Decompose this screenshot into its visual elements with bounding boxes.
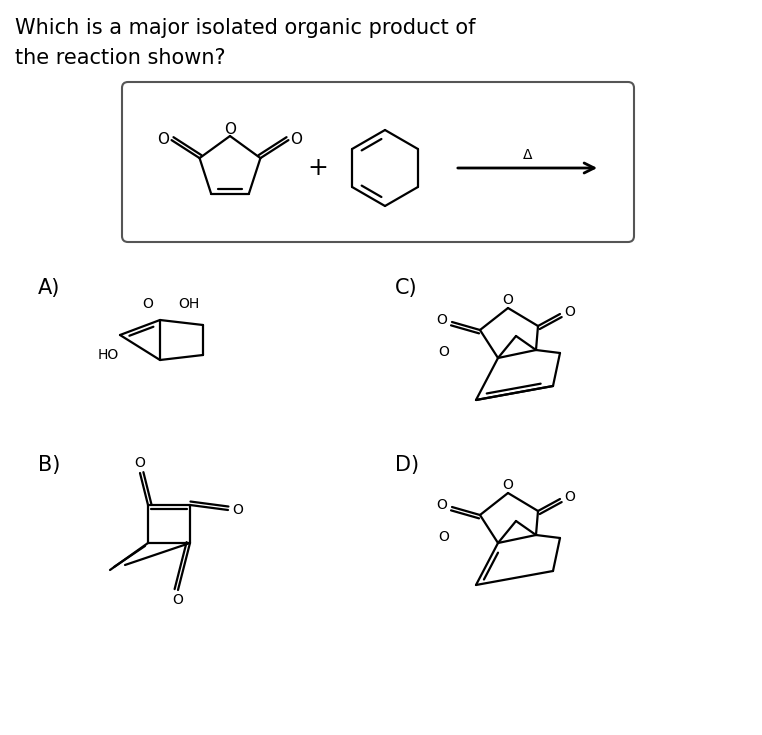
- Text: O: O: [503, 293, 514, 307]
- Text: O: O: [290, 132, 303, 146]
- Text: Δ: Δ: [523, 148, 532, 162]
- Text: O: O: [565, 305, 575, 319]
- Text: O: O: [224, 121, 236, 137]
- Text: O: O: [142, 297, 153, 311]
- Text: O: O: [158, 132, 170, 146]
- FancyBboxPatch shape: [122, 82, 634, 242]
- Text: O: O: [503, 478, 514, 492]
- Text: Which is a major isolated organic product of: Which is a major isolated organic produc…: [15, 18, 475, 38]
- Text: O: O: [135, 456, 146, 470]
- Text: O: O: [439, 530, 450, 544]
- Text: O: O: [232, 503, 243, 517]
- Text: C): C): [395, 278, 418, 298]
- Text: O: O: [565, 490, 575, 504]
- Text: O: O: [437, 313, 447, 327]
- Text: +: +: [308, 156, 328, 180]
- Text: O: O: [439, 345, 450, 359]
- Text: B): B): [38, 455, 60, 475]
- Text: A): A): [38, 278, 60, 298]
- Text: O: O: [437, 498, 447, 512]
- Text: HO: HO: [98, 348, 119, 362]
- Text: OH: OH: [178, 297, 199, 311]
- Text: O: O: [172, 593, 184, 607]
- Text: the reaction shown?: the reaction shown?: [15, 48, 226, 68]
- Text: D): D): [395, 455, 419, 475]
